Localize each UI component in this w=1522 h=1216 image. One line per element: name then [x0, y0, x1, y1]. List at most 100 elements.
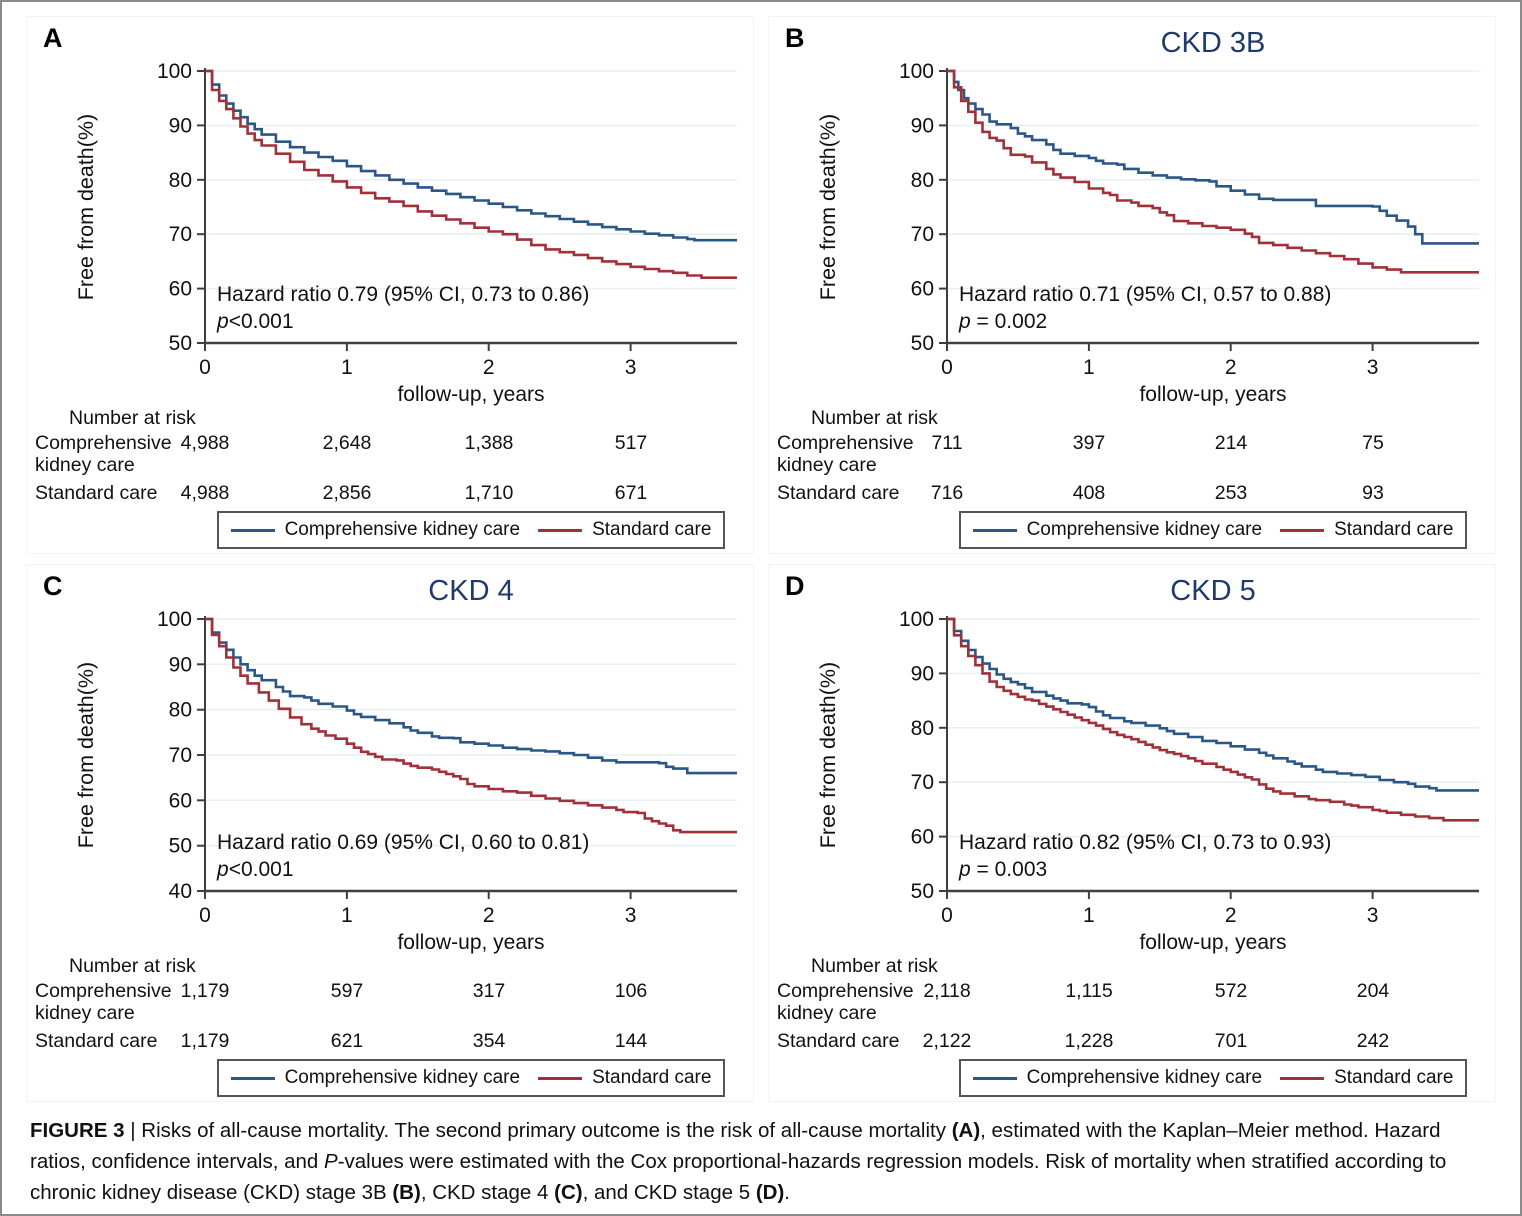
series-std-curve — [947, 617, 1479, 822]
x-tick-label: 3 — [1367, 904, 1379, 927]
x-tick-label: 3 — [625, 904, 637, 927]
figure-caption: FIGURE 3 | Risks of all-cause mortality.… — [30, 1116, 1492, 1208]
risk-row-label: Standard care — [777, 1030, 900, 1052]
legend-line-comprehensive — [230, 528, 275, 532]
y-tick-label: 70 — [911, 771, 934, 794]
risk-value: 1,179 — [180, 1030, 230, 1052]
legend-label: Standard care — [1334, 1067, 1454, 1088]
series-ckc-curve — [947, 617, 1479, 792]
caption-segment: Risks of all-cause mortality. The second… — [141, 1119, 952, 1142]
legend: Comprehensive kidney care Standard care — [958, 511, 1468, 549]
risk-value: 354 — [472, 1030, 506, 1052]
panel-label-b: B — [785, 23, 805, 53]
caption-segment: P — [324, 1149, 338, 1173]
p-value-text: p = 0.002 — [958, 310, 1047, 333]
legend-line-standard — [538, 1076, 583, 1080]
panel-title-b: CKD 3B — [1160, 27, 1266, 59]
caption-segment: FIGURE 3 — [30, 1119, 125, 1142]
number-at-risk-table-c: Number at risk Comprehensive kidney care… — [35, 955, 753, 1059]
y-tick-label: 80 — [911, 717, 934, 740]
y-tick-label: 100 — [157, 609, 192, 631]
y-tick-label: 70 — [169, 744, 192, 767]
risk-value: 671 — [614, 482, 648, 504]
x-tick-label: 3 — [1367, 356, 1379, 379]
risk-value: 2,856 — [322, 482, 372, 504]
y-tick-label: 100 — [157, 61, 192, 83]
y-axis-label: Free from death(%) — [74, 114, 98, 300]
panel-title-d: CKD 5 — [1170, 575, 1256, 607]
risk-row-label: Standard care — [35, 482, 158, 504]
risk-row-label: Comprehensive kidney care — [35, 432, 172, 477]
series-std-curve — [205, 617, 737, 834]
km-plot-b: 50 60 70 80 90 100 0 1 2 3 follow-up, years Free fr… — [816, 61, 1479, 406]
risk-value: 4,988 — [180, 432, 230, 454]
legend-line-comprehensive — [972, 528, 1017, 532]
y-axis-label: Free from death(%) — [816, 662, 840, 848]
panel-c: C CKD 4 40 50 60 70 80 90 100 0 1 2 3 follow-up, ye… — [26, 564, 754, 1102]
caption-segment: , and CKD stage 5 — [582, 1180, 756, 1204]
table-row: Comprehensive kidney care 4,988 2,648 1,… — [35, 432, 753, 482]
risk-value: 716 — [930, 482, 964, 504]
y-tick-label: 60 — [911, 826, 934, 849]
risk-row-label: Standard care — [777, 482, 900, 504]
risk-value: 397 — [1072, 432, 1106, 454]
legend-label: Comprehensive kidney care — [1026, 1067, 1263, 1088]
x-tick-label: 0 — [199, 356, 211, 379]
panel-label-d: D — [785, 571, 805, 601]
risk-value: 214 — [1214, 432, 1248, 454]
x-tick-label: 1 — [341, 904, 353, 927]
y-tick-label: 90 — [911, 662, 934, 685]
series-ckc-curve — [947, 69, 1479, 245]
risk-value: 1,710 — [464, 482, 514, 504]
y-tick-label: 90 — [169, 653, 192, 676]
y-tick-label: 50 — [169, 332, 192, 355]
risk-value: 701 — [1214, 1030, 1248, 1052]
caption-segment: | — [124, 1119, 142, 1142]
hazard-ratio-text: Hazard ratio 0.71 (95% CI, 0.57 to 0.88) — [959, 283, 1331, 306]
risk-value: 597 — [330, 980, 364, 1002]
risk-value: 2,122 — [922, 1030, 972, 1052]
x-axis-label: follow-up, years — [397, 931, 544, 954]
table-row: Standard care 4,988 2,856 1,710 671 — [35, 482, 753, 509]
series-ckc-curve — [205, 617, 737, 775]
y-tick-label: 50 — [911, 880, 934, 903]
risk-value: 317 — [472, 980, 506, 1002]
risk-value: 204 — [1356, 980, 1390, 1002]
x-tick-label: 2 — [483, 356, 495, 379]
legend-label: Comprehensive kidney care — [284, 1067, 521, 1088]
table-row: Comprehensive kidney care 2,118 1,115 57… — [777, 980, 1495, 1030]
panel-d: D CKD 5 50 60 70 80 90 100 0 1 2 3 follow-up, year… — [768, 564, 1496, 1102]
legend-label: Standard care — [1334, 519, 1454, 540]
risk-value: 93 — [1362, 482, 1384, 504]
table-row: Standard care 716 408 253 93 — [777, 482, 1495, 509]
panel-grid: A 50 60 70 80 90 100 0 1 2 3 follow-up, years Free … — [26, 16, 1496, 1102]
legend-line-standard — [1280, 1076, 1325, 1080]
legend: Comprehensive kidney care Standard care — [216, 1059, 726, 1097]
legend-label: Comprehensive kidney care — [1026, 519, 1263, 540]
panel-b: B CKD 3B 50 60 70 80 90 100 0 1 2 3 follow-up, yea… — [768, 16, 1496, 554]
panel-title-c: CKD 4 — [428, 575, 514, 607]
x-tick-label: 2 — [1225, 904, 1237, 927]
y-tick-label: 60 — [169, 789, 192, 812]
table-row: Comprehensive kidney care 711 397 214 75 — [777, 432, 1495, 482]
risk-value: 1,228 — [1064, 1030, 1114, 1052]
y-tick-label: 80 — [169, 169, 192, 192]
caption-segment: (A) — [951, 1119, 981, 1142]
series-std-curve — [205, 69, 737, 279]
km-plot-c: 40 50 60 70 80 90 100 0 1 2 3 follow-up, years Free … — [74, 609, 737, 954]
x-tick-label: 2 — [1225, 356, 1237, 379]
panel-label-c: C — [43, 571, 63, 601]
hazard-ratio-text: Hazard ratio 0.69 (95% CI, 0.60 to 0.81) — [217, 831, 589, 854]
risk-value: 144 — [614, 1030, 648, 1052]
risk-value: 253 — [1214, 482, 1248, 504]
legend-line-standard — [538, 528, 583, 532]
risk-value: 2,118 — [923, 980, 971, 1002]
y-axis-label: Free from death(%) — [816, 114, 840, 300]
y-tick-label: 90 — [911, 114, 934, 137]
legend-label: Standard care — [592, 519, 712, 540]
y-tick-label: 70 — [169, 223, 192, 246]
caption-segment: -values were estimated with the Cox prop… — [30, 1149, 1447, 1204]
risk-value: 572 — [1214, 980, 1248, 1002]
y-tick-label: 80 — [911, 169, 934, 192]
series-ckc-curve — [205, 69, 737, 242]
